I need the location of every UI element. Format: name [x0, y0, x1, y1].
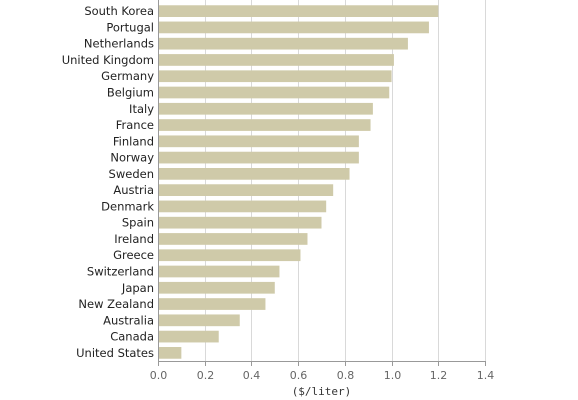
x-tick-label: 0.2	[197, 369, 215, 382]
category-label: Spain	[122, 216, 154, 230]
x-tick-label: 0.8	[337, 369, 355, 382]
bar	[159, 21, 429, 34]
bar	[159, 70, 392, 83]
bar	[159, 314, 240, 327]
category-label: Ireland	[114, 232, 154, 246]
bars	[159, 5, 439, 359]
bar	[159, 216, 322, 229]
x-tick-label: 1.0	[384, 369, 402, 382]
bar	[159, 54, 394, 66]
category-labels: South Korea Portugal Netherlands United Kin…	[62, 4, 155, 360]
category-label: Canada	[110, 330, 154, 344]
category-label: New Zealand	[78, 297, 154, 311]
category-label: Denmark	[101, 199, 154, 213]
bar	[159, 200, 327, 213]
bar	[159, 119, 371, 131]
bar	[159, 330, 219, 343]
x-tick-label: 0.6	[290, 369, 308, 382]
category-label: Austria	[113, 183, 154, 197]
bar	[159, 249, 301, 262]
x-tick-label: 1.2	[430, 369, 448, 382]
category-label: Netherlands	[84, 37, 154, 51]
bar	[159, 298, 266, 310]
category-label: Switzerland	[87, 265, 154, 279]
category-label: Norway	[110, 151, 154, 165]
category-label: United Kingdom	[62, 53, 154, 67]
bar	[159, 168, 350, 180]
category-label: Finland	[113, 134, 154, 148]
bar	[159, 184, 334, 196]
category-label: United States	[76, 346, 154, 360]
bar	[159, 281, 275, 294]
x-axis: 0.0 0.2 0.4 0.6 0.8 1.0 1.2 1.4	[150, 361, 495, 382]
bar	[159, 265, 280, 278]
category-label: South Korea	[84, 4, 154, 18]
bar	[159, 37, 408, 50]
x-tick-label: 0.4	[243, 369, 261, 382]
category-label: Italy	[129, 102, 154, 116]
category-label: Australia	[103, 313, 154, 327]
x-axis-title: ($/liter)	[292, 385, 352, 398]
bar	[159, 151, 359, 164]
category-label: Greece	[113, 248, 154, 262]
bar	[159, 135, 359, 148]
bar	[159, 102, 373, 115]
bar	[159, 347, 182, 359]
category-label: Sweden	[109, 167, 154, 181]
bar	[159, 5, 439, 17]
category-label: Japan	[121, 281, 154, 295]
category-label: France	[116, 118, 154, 132]
bar	[159, 233, 308, 245]
x-tick-label: 0.0	[150, 369, 168, 382]
category-label: Germany	[101, 69, 154, 83]
x-tick-label: 1.4	[477, 369, 495, 382]
category-label: Belgium	[107, 86, 154, 100]
bar	[159, 86, 390, 99]
category-label: Portugal	[106, 20, 154, 34]
